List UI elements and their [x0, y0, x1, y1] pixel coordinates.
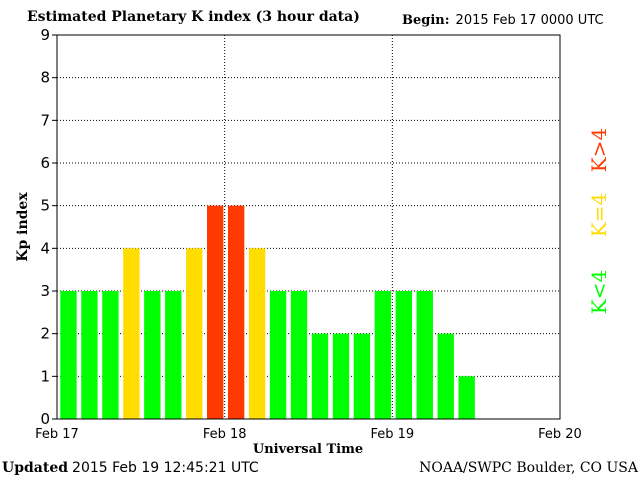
x-tick-labels: Feb 17 Feb 18 Feb 19 Feb 20 — [35, 427, 582, 442]
begin-info: Begin: 2015 Feb 17 0000 UTC — [402, 13, 604, 28]
y-tick-label: 2 — [40, 325, 50, 343]
x-axis-label: Universal Time — [253, 442, 363, 457]
chart-title: Estimated Planetary K index (3 hour data… — [27, 9, 360, 25]
y-tick-label: 6 — [40, 154, 50, 172]
x-tick-label: Feb 17 — [35, 427, 79, 442]
grid-lines — [57, 34, 560, 419]
legend-high: K>4 — [587, 128, 611, 172]
updated-label: Updated — [2, 460, 69, 476]
y-tick-label: 4 — [40, 239, 50, 257]
kp-bar — [458, 376, 475, 419]
x-tick-label: Feb 18 — [203, 427, 247, 442]
kp-bar — [311, 333, 329, 419]
kp-bar — [416, 291, 433, 419]
kp-bar — [437, 333, 454, 419]
begin-label: Begin: — [402, 13, 450, 28]
begin-value: 2015 Feb 17 0000 UTC — [455, 13, 604, 28]
legend-low: K<4 — [587, 270, 611, 314]
y-tick-labels: 0 1 2 3 4 5 6 7 8 9 — [40, 26, 57, 428]
kp-bar — [395, 291, 412, 419]
kp-bar — [269, 291, 287, 419]
x-tick-label: Feb 20 — [538, 427, 582, 442]
source-credit: NOAA/SWPC Boulder, CO USA — [419, 460, 638, 476]
y-tick-label: 0 — [40, 410, 50, 428]
kp-bar — [123, 248, 140, 419]
kp-bar — [207, 205, 224, 419]
kp-chart: 0 1 2 3 4 5 6 7 8 9 Feb 17 Feb 18 Feb 19 Feb 20 Kp i… — [15, 26, 611, 457]
updated-value: 2015 Feb 19 12:45:21 UTC — [72, 460, 259, 476]
y-tick-label: 3 — [40, 282, 50, 300]
kp-bar — [332, 333, 350, 419]
kp-bar — [60, 291, 77, 419]
kp-bar — [290, 291, 308, 419]
kp-bar — [227, 205, 245, 419]
legend-equal: K=4 — [587, 193, 611, 237]
kp-bar — [102, 291, 119, 419]
kp-bar — [374, 291, 392, 419]
kp-bar — [186, 248, 203, 419]
y-tick-label: 9 — [40, 26, 50, 44]
y-tick-label: 5 — [40, 197, 50, 215]
y-tick-label: 1 — [40, 367, 50, 385]
y-tick-label: 7 — [40, 111, 50, 129]
kp-bar — [248, 248, 266, 419]
kp-bar — [165, 291, 182, 419]
plot-frame — [56, 34, 561, 420]
y-tick-label: 8 — [40, 69, 50, 87]
updated-info: Updated 2015 Feb 19 12:45:21 UTC — [2, 460, 259, 476]
y-axis-label: Kp index — [15, 192, 31, 262]
kp-bar — [81, 291, 98, 419]
kp-bar — [353, 333, 371, 419]
bars — [60, 205, 475, 419]
x-tick-label: Feb 19 — [370, 427, 414, 442]
kp-bar — [144, 291, 161, 419]
